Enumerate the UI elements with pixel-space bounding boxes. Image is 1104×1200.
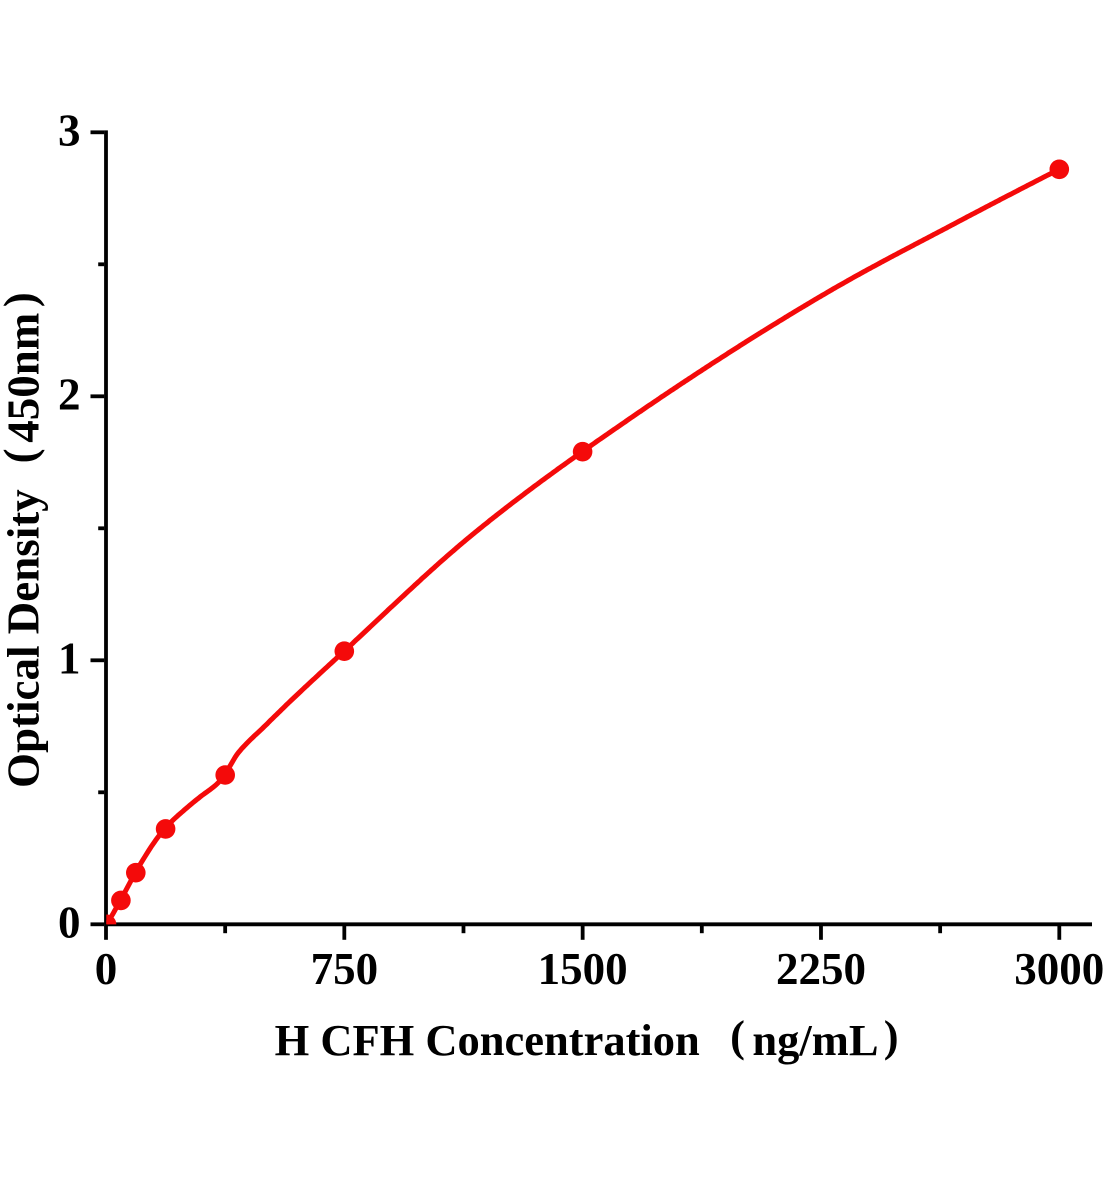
- svg-text:750: 750: [311, 944, 379, 994]
- svg-text:1500: 1500: [538, 944, 628, 994]
- svg-text:3000: 3000: [1014, 944, 1104, 994]
- svg-text:3: 3: [58, 106, 81, 156]
- svg-text:H CFH Concentration(ng/mL): H CFH Concentration(ng/mL): [275, 1011, 899, 1065]
- svg-text:Optical Density(450nm): Optical Density(450nm): [0, 292, 49, 788]
- svg-text:2: 2: [58, 370, 81, 420]
- svg-text:0: 0: [95, 944, 118, 994]
- svg-text:1: 1: [58, 634, 81, 684]
- svg-text:0: 0: [58, 898, 81, 948]
- svg-text:2250: 2250: [776, 944, 866, 994]
